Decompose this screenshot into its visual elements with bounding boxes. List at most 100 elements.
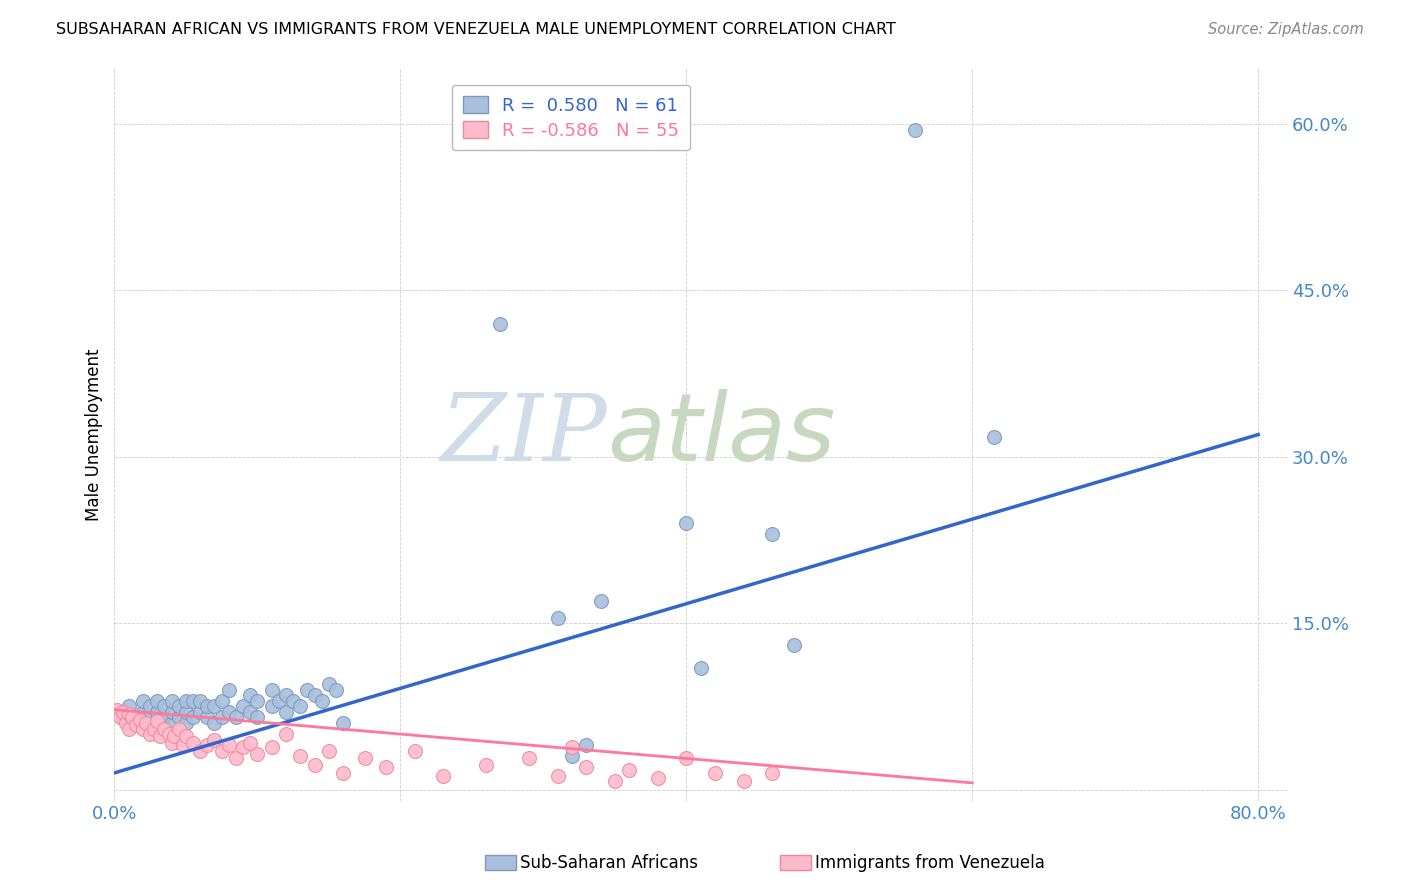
Point [204,732,226,747]
Legend: R =  0.580   N = 61, R = -0.586   N = 55: R = 0.580 N = 61, R = -0.586 N = 55 [451,85,690,151]
Point [547,769,569,783]
Point [318,677,340,691]
Point [143,722,166,736]
Point [575,738,598,752]
Point [983,430,1005,444]
Point [304,758,326,772]
Text: Immigrants from Venezuela: Immigrants from Venezuela [815,854,1045,871]
Point [204,716,226,731]
Point [181,736,204,750]
Point [904,122,927,136]
Point [281,694,304,708]
Point [239,688,262,702]
Point [111,705,134,719]
Point [225,710,247,724]
Point [689,660,711,674]
Point [129,713,152,727]
Point [375,760,398,774]
Point [211,694,233,708]
Point [181,710,204,724]
Point [146,705,169,719]
Point [132,722,155,736]
Point [188,705,211,719]
Point [195,710,218,724]
Point [332,716,354,731]
Point [297,682,319,697]
Point [267,694,290,708]
Point [353,751,375,765]
Point [246,747,269,761]
Point [103,707,125,722]
Text: SUBSAHARAN AFRICAN VS IMMIGRANTS FROM VENEZUELA MALE UNEMPLOYMENT CORRELATION CH: SUBSAHARAN AFRICAN VS IMMIGRANTS FROM VE… [56,22,896,37]
Point [325,682,347,697]
Point [167,699,190,714]
Point [489,317,512,331]
Point [153,710,176,724]
Point [733,773,755,788]
Point [274,727,297,741]
Point [132,694,155,708]
Point [135,716,157,731]
Point [149,729,172,743]
Point [782,638,804,652]
Point [188,694,211,708]
Point [139,727,162,741]
Point [304,688,326,702]
Point [160,716,183,731]
Point [153,699,176,714]
Text: ZIP: ZIP [440,390,607,480]
Point [274,688,297,702]
Y-axis label: Male Unemployment: Male Unemployment [86,348,103,521]
Point [167,722,190,736]
Point [125,716,148,731]
Point [239,736,262,750]
Point [132,705,155,719]
Point [118,699,141,714]
Point [246,710,269,724]
Point [110,710,132,724]
Point [195,699,218,714]
Point [160,736,183,750]
Point [232,699,254,714]
Point [172,738,194,752]
Point [181,694,204,708]
Point [204,699,226,714]
Point [153,722,176,736]
Point [260,682,283,697]
Point [188,744,211,758]
Point [575,760,598,774]
Point [174,729,197,743]
Point [589,594,612,608]
Point [432,769,454,783]
Point [218,705,240,719]
Point [125,718,148,732]
Point [218,682,240,697]
Point [260,740,283,755]
Point [121,710,143,724]
Point [195,738,218,752]
Point [675,751,697,765]
Point [218,738,240,752]
Point [139,699,162,714]
Point [260,699,283,714]
Point [246,694,269,708]
Point [239,705,262,719]
Text: Source: ZipAtlas.com: Source: ZipAtlas.com [1208,22,1364,37]
Point [561,749,583,764]
Point [617,763,640,777]
Point [290,699,312,714]
Point [232,740,254,755]
Point [547,610,569,624]
Point [318,744,340,758]
Point [475,758,498,772]
Point [174,716,197,731]
Point [211,744,233,758]
Point [105,703,128,717]
Point [163,729,186,743]
Point [561,740,583,755]
Point [160,705,183,719]
Point [211,710,233,724]
Point [118,707,141,722]
Point [290,749,312,764]
Point [675,516,697,531]
